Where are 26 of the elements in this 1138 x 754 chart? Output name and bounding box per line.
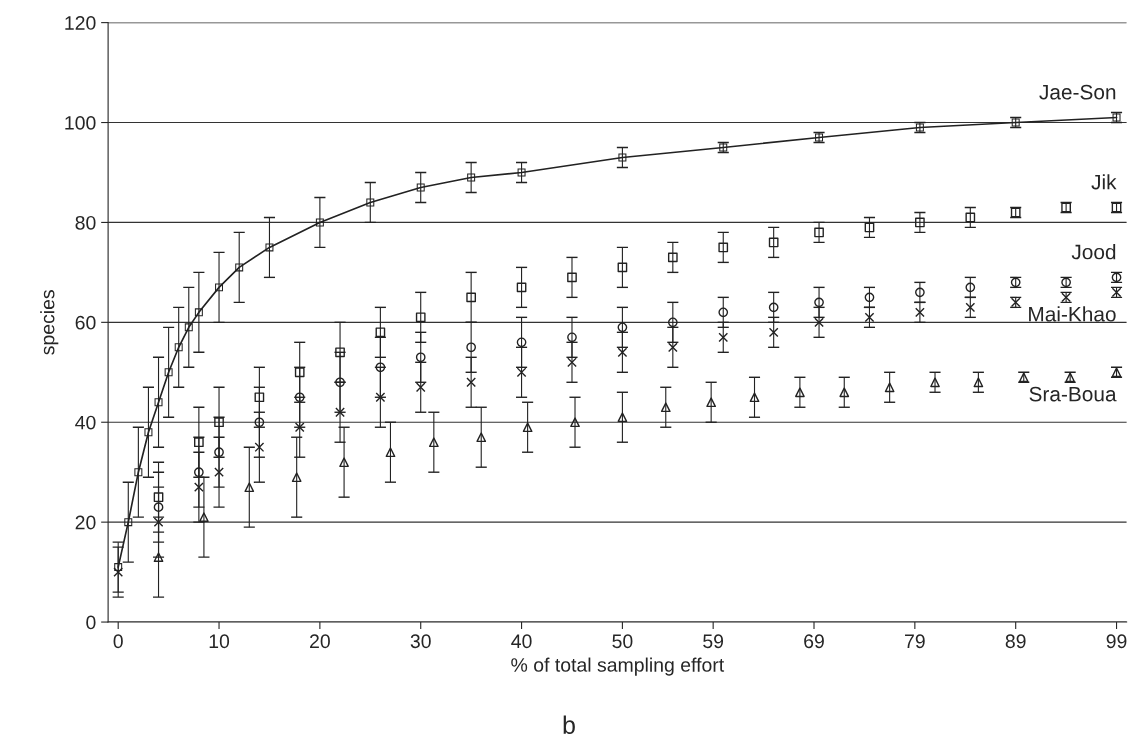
x-tick-label: 89 [1005, 634, 1026, 649]
x-tick-label: 20 [310, 634, 330, 649]
x-tick-label: 99 [1106, 634, 1127, 649]
series-label: Jik [1091, 174, 1117, 190]
series-label: Jae-Son [1039, 84, 1116, 100]
y-tick-label: 20 [75, 515, 96, 530]
x-tick-label: 30 [410, 634, 431, 649]
x-tick-label: 59 [703, 634, 724, 649]
x-tick-label: 0 [113, 634, 123, 649]
series-label: Jood [1071, 244, 1116, 260]
y-tick-label: 0 [86, 615, 96, 630]
series-label: Sra-Boua [1029, 386, 1117, 402]
y-tick-label: 40 [75, 415, 96, 430]
x-tick-label: 10 [209, 634, 230, 649]
x-tick-label: 79 [905, 634, 925, 649]
y-tick-label: 120 [65, 16, 96, 30]
text: b [563, 715, 575, 734]
y-tick-label: 100 [65, 115, 96, 130]
y-tick-label: 60 [75, 315, 96, 330]
y-axis-title: species [40, 290, 59, 355]
y-tick-label: 80 [75, 215, 96, 230]
x-tick-label: 40 [511, 634, 532, 649]
x-axis-title: % of total sampling effort [511, 657, 725, 676]
x-tick-label: 50 [612, 634, 633, 649]
x-tick-label: 69 [804, 634, 824, 649]
series-label: Mai-Khao [1029, 306, 1116, 322]
